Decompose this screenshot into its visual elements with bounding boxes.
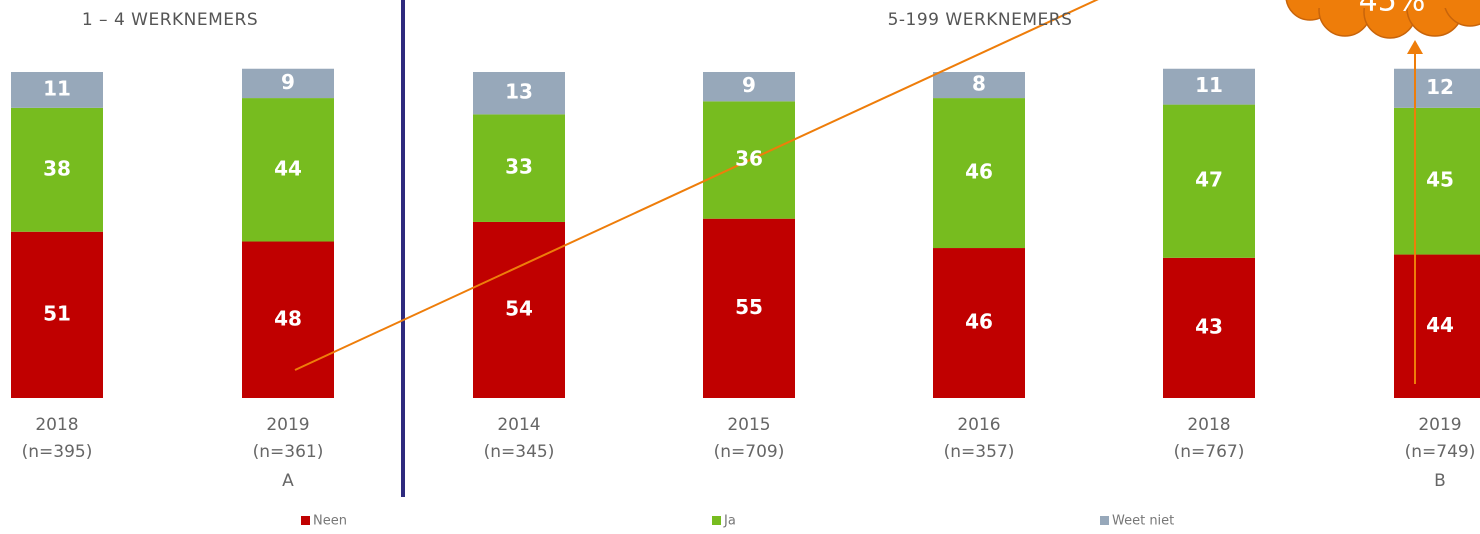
sample-size: (n=767) <box>1174 442 1245 462</box>
value-label: 11 <box>43 76 71 100</box>
value-label: 55 <box>735 295 763 319</box>
bar-segment <box>242 68 334 99</box>
value-label: 11 <box>1195 73 1223 97</box>
x-tick-label: 2016 <box>957 415 1000 435</box>
x-tick-label: 2015 <box>727 415 770 435</box>
arrow-head <box>1407 40 1423 54</box>
note: B <box>1434 471 1446 491</box>
bar-segment <box>1394 107 1480 255</box>
legend-label: Ja <box>723 514 736 529</box>
value-label: 33 <box>505 155 533 179</box>
value-label: 36 <box>735 147 763 171</box>
note: A <box>282 471 294 491</box>
bar-segment <box>473 114 565 222</box>
value-label: 9 <box>742 73 756 97</box>
legend-swatch <box>712 516 721 525</box>
bar-segment <box>11 231 103 398</box>
bar-segment <box>473 221 565 398</box>
bar-segment <box>703 72 795 102</box>
sample-size: (n=395) <box>22 442 93 462</box>
bar-segment <box>1163 104 1255 258</box>
bar-segment <box>1163 68 1255 105</box>
value-label: 9 <box>281 70 295 94</box>
bar-segment <box>933 248 1025 398</box>
callout-cloud <box>1285 0 1480 39</box>
value-label: 12 <box>1426 75 1454 99</box>
bar-segment <box>1163 257 1255 398</box>
value-label: 38 <box>43 156 71 180</box>
bar-segment <box>11 107 103 232</box>
bar-segment <box>1394 68 1480 108</box>
legend-swatch <box>1100 516 1109 525</box>
value-label: 46 <box>965 160 993 184</box>
bar-segment <box>473 72 565 115</box>
sample-size: (n=357) <box>944 442 1015 462</box>
value-label: 13 <box>505 80 533 104</box>
sample-size: (n=749) <box>1405 442 1476 462</box>
sample-size: (n=361) <box>253 442 324 462</box>
value-label: 44 <box>274 156 302 180</box>
bar-segment <box>242 241 334 398</box>
value-label: 51 <box>43 301 71 325</box>
x-tick-label: 2014 <box>497 415 540 435</box>
value-label: 43 <box>1195 314 1223 338</box>
sample-size: (n=709) <box>714 442 785 462</box>
legend-label: Neen <box>313 514 347 529</box>
legend-label: Weet niet <box>1112 514 1174 529</box>
value-label: 48 <box>274 306 302 330</box>
sample-size: (n=345) <box>484 442 555 462</box>
group-title: 5-199 WERKNEMERS <box>888 10 1073 30</box>
x-tick-label: 2019 <box>1418 415 1461 435</box>
bar-segment <box>11 72 103 108</box>
callout-text: 45% <box>1359 0 1426 19</box>
value-label: 45 <box>1426 168 1454 192</box>
x-tick-label: 2019 <box>266 415 309 435</box>
bar-segment <box>703 218 795 398</box>
bars <box>11 68 1480 398</box>
bar-segment <box>242 98 334 242</box>
value-label: 54 <box>505 296 533 320</box>
value-label: 46 <box>965 310 993 334</box>
bar-segment <box>933 98 1025 249</box>
trend-line <box>294 0 1099 371</box>
x-tick-label: 2018 <box>35 415 78 435</box>
legend-swatch <box>301 516 310 525</box>
bar-segment <box>933 72 1025 99</box>
value-label: 8 <box>972 72 986 96</box>
value-label: 44 <box>1426 313 1454 337</box>
group-title: 1 – 4 WERKNEMERS <box>82 10 258 30</box>
value-label: 47 <box>1195 168 1223 192</box>
bar-segment <box>1394 254 1480 398</box>
x-tick-label: 2018 <box>1187 415 1230 435</box>
